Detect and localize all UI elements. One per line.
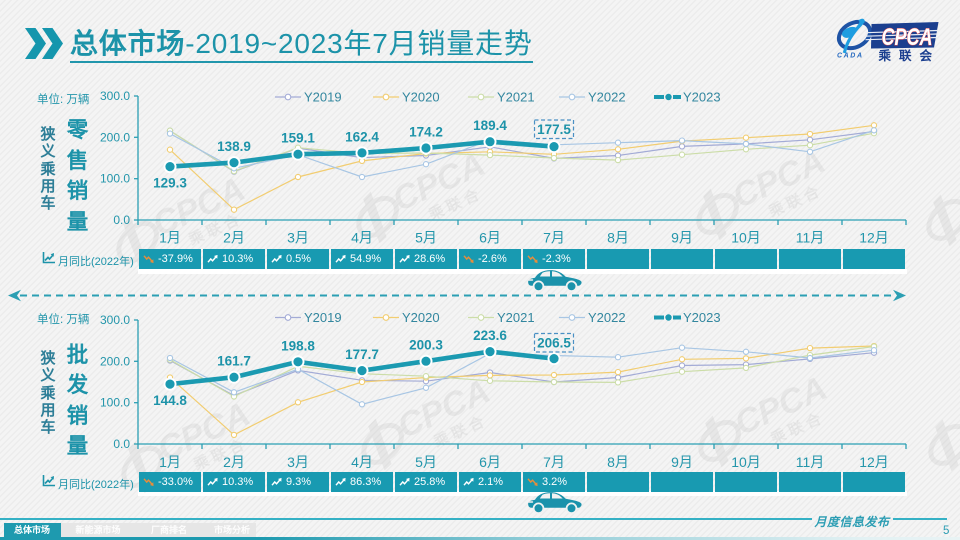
svg-text:6月: 6月 <box>479 454 501 470</box>
svg-text:0.0: 0.0 <box>113 213 130 227</box>
svg-text:5月: 5月 <box>415 454 437 470</box>
svg-text:Y2021: Y2021 <box>497 90 535 105</box>
svg-text:6月: 6月 <box>479 230 501 246</box>
svg-text:7月: 7月 <box>543 454 565 470</box>
svg-text:162.4: 162.4 <box>345 129 379 144</box>
svg-text:129.3: 129.3 <box>153 176 187 191</box>
svg-text:138.9: 138.9 <box>217 139 251 154</box>
svg-text:Y2020: Y2020 <box>402 90 440 105</box>
svg-text:200.0: 200.0 <box>100 130 130 144</box>
svg-text:177.7: 177.7 <box>345 347 379 362</box>
svg-text:10月: 10月 <box>731 454 761 470</box>
svg-text:Y2022: Y2022 <box>588 310 626 325</box>
svg-text:198.8: 198.8 <box>281 338 315 353</box>
svg-text:Y2019: Y2019 <box>304 90 342 105</box>
svg-text:3月: 3月 <box>287 454 309 470</box>
svg-text:11月: 11月 <box>796 230 825 246</box>
svg-text:189.4: 189.4 <box>473 118 507 133</box>
svg-text:12月: 12月 <box>859 230 889 246</box>
svg-text:223.6: 223.6 <box>473 328 507 343</box>
svg-text:3月: 3月 <box>287 230 309 246</box>
svg-text:0.0: 0.0 <box>113 437 130 451</box>
svg-text:174.2: 174.2 <box>409 125 443 140</box>
svg-text:Y2019: Y2019 <box>304 310 342 325</box>
svg-text:乘联会: 乘联会 <box>878 48 941 63</box>
svg-text:2月: 2月 <box>223 454 245 470</box>
svg-text:200.3: 200.3 <box>409 338 443 353</box>
svg-text:100.0: 100.0 <box>100 172 130 186</box>
svg-text:CADA: CADA <box>837 52 864 59</box>
svg-text:300.0: 300.0 <box>100 313 130 327</box>
svg-text:159.1: 159.1 <box>281 131 315 146</box>
svg-text:8月: 8月 <box>607 454 629 470</box>
svg-text:Y2023: Y2023 <box>683 90 721 105</box>
svg-text:CPCA: CPCA <box>882 24 933 51</box>
svg-text:2月: 2月 <box>223 230 245 246</box>
svg-text:11月: 11月 <box>796 454 825 470</box>
svg-text:9月: 9月 <box>671 454 693 470</box>
svg-text:161.7: 161.7 <box>217 354 251 369</box>
svg-text:4月: 4月 <box>351 230 373 246</box>
svg-text:100.0: 100.0 <box>100 396 130 410</box>
svg-text:9月: 9月 <box>671 230 693 246</box>
svg-text:5月: 5月 <box>415 230 437 246</box>
svg-text:200.0: 200.0 <box>100 354 130 368</box>
svg-text:1月: 1月 <box>159 454 181 470</box>
svg-text:Y2020: Y2020 <box>402 310 440 325</box>
svg-text:Y2022: Y2022 <box>588 90 626 105</box>
svg-text:Y2023: Y2023 <box>683 310 721 325</box>
svg-text:1月: 1月 <box>159 230 181 246</box>
svg-text:4月: 4月 <box>351 454 373 470</box>
svg-text:206.5: 206.5 <box>537 336 571 351</box>
svg-text:7月: 7月 <box>543 230 565 246</box>
svg-text:177.5: 177.5 <box>537 122 571 137</box>
svg-text:10月: 10月 <box>731 230 761 246</box>
svg-text:12月: 12月 <box>859 454 889 470</box>
svg-text:8月: 8月 <box>607 230 629 246</box>
svg-text:300.0: 300.0 <box>100 89 130 103</box>
svg-text:Y2021: Y2021 <box>497 310 535 325</box>
svg-text:144.8: 144.8 <box>153 393 187 408</box>
